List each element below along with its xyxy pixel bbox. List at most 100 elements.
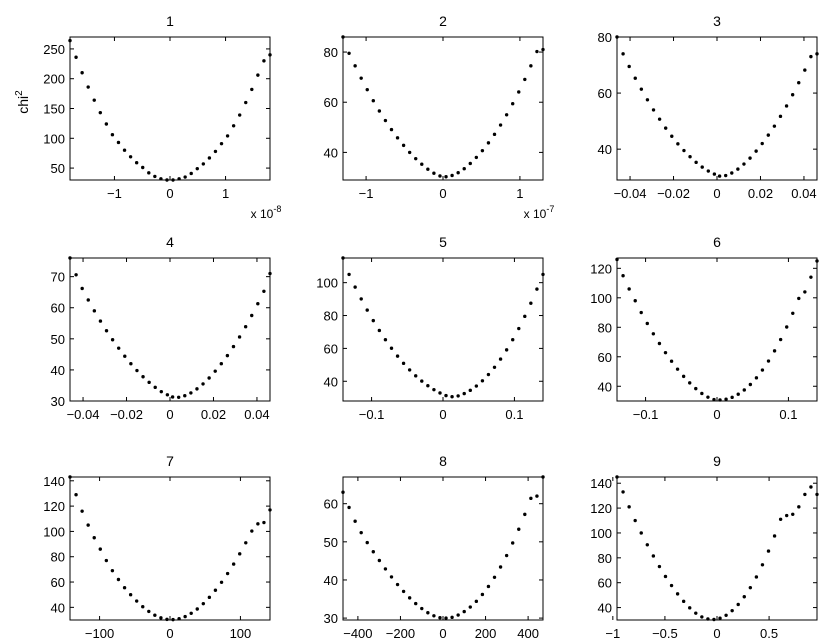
data-point [815,492,819,497]
data-point [772,124,777,128]
data-point [165,393,170,397]
y-tick-label: 100 [590,526,612,541]
data-point [110,568,115,573]
x-tick-label: 0.02 [748,186,773,201]
data-point [201,601,206,606]
data-point [165,617,169,622]
data-point [407,368,412,372]
data-point [250,87,254,92]
data-point [815,259,819,263]
data-point [219,141,224,146]
x-tick-label: 0.04 [791,186,816,201]
data-point [645,321,649,326]
subplot-title: 4 [166,234,174,250]
subplot-3: 3 −0.04 −0.02 0 0.02 0.04 40 60 80 [598,13,819,201]
plot-frame [342,257,544,402]
data-point [742,162,746,166]
data-point [730,395,734,400]
y-tick-label: 60 [324,341,338,356]
data-point [694,160,698,165]
data-point [74,493,78,497]
data-point [128,592,133,597]
data-point [797,296,801,301]
subplot-title: 5 [439,234,447,250]
subplot-2: 2 −1 0 1 40 60 80 x 10-7 [324,13,555,221]
data-point [492,575,497,579]
data-point [171,617,175,622]
data-point [420,606,424,611]
y-tick-label: 50 [324,535,338,550]
x-tick-label: 0.1 [779,407,797,422]
y-tick-label: 60 [324,95,338,110]
data-point [450,395,454,399]
data-point [68,256,72,260]
x-tick-label: 0 [439,186,446,201]
y-axis-label-superscript: 2 [14,90,25,96]
data-point [389,575,394,579]
data-point [262,289,266,293]
y-tick-label: 120 [43,499,65,514]
data-point [541,272,545,277]
data-point [147,171,151,175]
y-tick-label: 140 [43,474,65,489]
x-axis-multiplier-base: x 10 [251,207,274,221]
plot-frame [69,257,271,402]
y-tick-label: 120 [590,261,612,276]
data-point [468,605,472,609]
data-point [92,98,96,102]
data-point [401,143,406,148]
data-point [141,165,145,170]
y-tick-label: 60 [598,86,612,101]
data-point [183,394,187,398]
subplot-title: 2 [439,13,447,29]
data-point [159,177,163,181]
data-point [231,562,236,566]
x-tick-label: 1 [222,186,229,201]
data-point [129,361,133,366]
data-point [135,368,139,373]
data-point [627,287,631,291]
data-point [141,375,145,379]
data-point [74,273,78,277]
plot-frame [616,476,818,621]
subplot-title: 1 [166,13,174,29]
data-point [474,155,479,160]
data-point [675,592,680,596]
data-point [717,174,722,178]
data-point [268,508,272,512]
data-point [68,475,72,479]
data-point [92,309,97,313]
data-point [116,346,121,350]
data-point [365,540,369,545]
data-point [414,374,418,378]
y-tick-label: 80 [51,550,65,565]
data-point [395,354,400,358]
data-point [468,388,472,393]
data-point [529,301,533,305]
data-point [238,552,242,556]
data-point [486,372,491,377]
data-point [134,161,139,165]
data-point [420,379,424,383]
data-point [627,505,631,509]
data-point [159,389,164,394]
data-point [383,337,388,342]
data-point [480,592,485,597]
data-point [225,134,230,138]
y-axis-label: chi2 [14,90,31,114]
data-point [244,100,248,105]
subplot-5: 5 −0.1 0 0.1 40 60 80 100 [316,234,545,422]
y-tick-label: 40 [51,600,65,615]
data-point [760,141,764,146]
data-point [474,599,479,604]
data-point [669,583,674,588]
data-point [663,126,668,130]
data-point [681,599,686,604]
data-point [754,149,758,153]
data-point [98,547,102,551]
data-point [504,553,509,558]
subplot-9: 9 −1 −0.5 0 0.5 40 60 80 100 120 140 [590,453,819,640]
x-tick-label: −0.04 [67,407,100,422]
x-tick-label: 0 [713,186,720,201]
